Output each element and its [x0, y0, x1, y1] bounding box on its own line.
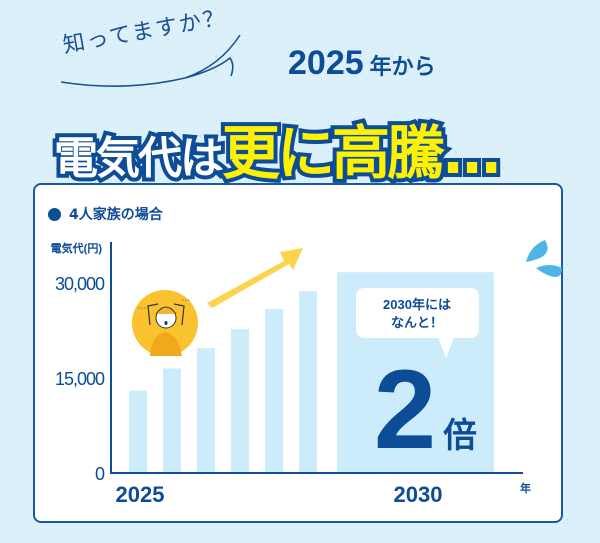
svg-text:ﾟﾟﾟ: ﾟﾟﾟ — [138, 308, 147, 315]
subtitle-text: 年から — [369, 54, 436, 79]
callout-line2: なんと！ — [391, 315, 443, 330]
y-tick-label: 30,000 — [55, 274, 105, 294]
bar — [231, 329, 249, 473]
worried-person-illustration: ﾟﾟﾟ ﾟﾟﾟ — [132, 290, 198, 356]
bar — [163, 368, 181, 473]
svg-text:ﾟﾟﾟ: ﾟﾟﾟ — [182, 300, 191, 307]
bar — [129, 390, 147, 473]
y-tick-label: 15,000 — [55, 369, 105, 389]
subtitle-year: 2025 — [288, 44, 364, 82]
x-tick-label: 2030 — [394, 482, 443, 507]
x-axis-label: 年 — [520, 481, 531, 495]
bar — [265, 308, 283, 473]
legend-label: 4人家族の場合 — [69, 207, 163, 223]
x-tick-label: 2025 — [116, 482, 165, 507]
legend-dot-icon — [48, 207, 61, 221]
trend-arrow-icon — [207, 248, 303, 308]
y-axis-label: 電気代(円) — [51, 241, 103, 255]
subtitle: 2025 年から — [288, 44, 436, 83]
bar — [299, 291, 317, 473]
swoosh-line — [60, 34, 241, 87]
headline: 電気代は更に高騰... — [50, 106, 506, 191]
headline-part2: 更に高騰... — [218, 115, 506, 191]
bar — [197, 348, 215, 473]
legend: 4人家族の場合 — [48, 204, 163, 224]
y-tick-label: 0 — [95, 464, 105, 484]
big-number: 2 — [374, 347, 436, 472]
big-unit: 倍 — [443, 417, 477, 455]
callout-bubble: 2030年には なんと！ — [356, 288, 479, 358]
sweat-drops-icon — [526, 240, 562, 277]
headline-part1: 電気代は — [50, 129, 228, 188]
callout-line1: 2030年には — [383, 297, 451, 312]
